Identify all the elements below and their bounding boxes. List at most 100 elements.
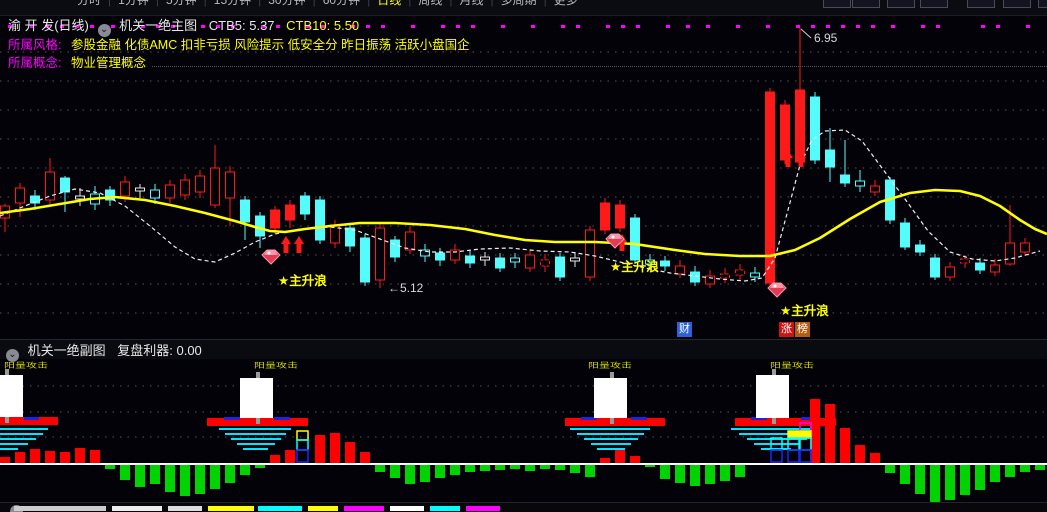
signal-tick <box>381 25 385 28</box>
chevron-down-icon[interactable]: ⌄ <box>6 349 19 362</box>
toolbar-button[interactable] <box>967 0 995 8</box>
candle-body <box>960 258 970 264</box>
hist-bar-up <box>840 428 850 463</box>
candle-body <box>600 202 610 231</box>
toolbar-button[interactable] <box>1003 0 1031 8</box>
toolbar-button[interactable] <box>823 0 851 8</box>
candle-body <box>150 189 160 199</box>
signal-tick <box>871 25 875 28</box>
period-menu-item[interactable]: 分时 <box>77 0 102 7</box>
candle-body <box>660 260 670 267</box>
news-badge[interactable]: 榜 <box>795 322 810 337</box>
hist-bar-up <box>0 457 10 463</box>
signal-white-box <box>0 375 23 417</box>
hist-signal-box <box>787 430 800 439</box>
stock-title: 渝 开 发(日线) <box>8 18 89 33</box>
signal-tick <box>156 25 160 28</box>
hist-bar-down <box>720 465 730 481</box>
indicator-name: 机关一绝主图 <box>119 18 198 33</box>
hist-bar-down <box>1020 465 1030 472</box>
signal-tick <box>441 25 445 28</box>
hist-bar-down <box>180 465 190 496</box>
fan-line <box>570 428 650 430</box>
signal-tick <box>111 25 115 28</box>
style-row: 所属风格: 参股金融 化债AMC 扣非亏损 风险提示 低安全分 昨日振荡 活跃小… <box>8 34 470 53</box>
gem-icon-glint <box>773 284 777 288</box>
toolbar-button[interactable] <box>887 0 915 8</box>
candle-body <box>180 179 190 196</box>
signal-white-box <box>240 378 273 418</box>
signal-tick <box>411 25 415 28</box>
candle-body <box>675 265 685 275</box>
fan-line <box>0 433 43 435</box>
candle-body <box>45 171 55 201</box>
candle-body <box>15 187 25 204</box>
signal-platform-blue <box>801 417 817 420</box>
style-values[interactable]: 参股金融 化债AMC 扣非亏损 风险提示 低安全分 昨日振荡 活跃小盘国企 <box>70 38 470 52</box>
signal-tick <box>141 25 145 28</box>
signal-tick <box>736 25 740 28</box>
period-menu-item[interactable]: 更多 <box>553 0 578 7</box>
period-menu-item[interactable]: 30分钟 <box>268 0 306 7</box>
candle-body <box>825 149 835 168</box>
candle-body <box>345 227 355 247</box>
hist-bar-up <box>615 450 625 463</box>
hist-bar-down <box>210 465 220 489</box>
news-badge[interactable]: 涨 <box>779 322 794 337</box>
ma-line-yellow <box>0 188 1047 258</box>
hist-bar-up <box>315 435 325 463</box>
concept-values[interactable]: 物业管理概念 <box>70 56 146 70</box>
wave-label: ★主升浪 <box>780 304 829 318</box>
hist-bar-down <box>915 465 925 494</box>
hist-bar-down <box>570 465 580 473</box>
signal-tick <box>826 25 830 28</box>
hist-bar-down <box>540 465 550 469</box>
hist-bar-down <box>390 465 400 478</box>
signal-tick <box>456 25 460 28</box>
signal-tick <box>75 25 79 28</box>
candle-body <box>1005 242 1015 265</box>
candle-body <box>585 229 595 278</box>
candle-body <box>360 237 370 283</box>
candle-body <box>765 91 775 284</box>
signal-group-label: 阳量攻击 <box>770 361 814 370</box>
news-badge[interactable]: 财 <box>677 322 692 337</box>
signal-tick <box>796 25 800 28</box>
candle-body <box>780 104 790 161</box>
candle-body <box>135 187 145 192</box>
hist-bar-down <box>960 465 970 495</box>
period-menu-item[interactable]: 周线 <box>418 0 443 7</box>
chevron-down-icon[interactable]: ⌄ <box>97 24 111 37</box>
hist-signal-box <box>296 439 309 451</box>
signal-tick <box>306 25 310 28</box>
signal-tick <box>201 25 205 28</box>
period-menu-item[interactable]: 5分钟 <box>165 0 197 7</box>
fan-line <box>0 443 28 445</box>
hist-bar-down <box>435 465 445 478</box>
hist-signal-box <box>799 449 812 463</box>
toolbar-button[interactable] <box>1038 0 1047 8</box>
signal-tick <box>766 25 770 28</box>
signal-tick <box>171 25 175 28</box>
period-menu-item[interactable]: 日线 <box>377 0 402 7</box>
period-menu-item[interactable]: 60分钟 <box>322 0 361 7</box>
candle-body <box>705 275 715 285</box>
period-menu-item[interactable]: 多周期 <box>500 0 537 7</box>
box-stub <box>772 418 776 424</box>
hist-bar-up <box>825 404 835 463</box>
hist-bar-down <box>375 465 385 472</box>
period-menu-item[interactable]: 1分钟 <box>118 0 149 7</box>
hist-signal-box <box>296 430 309 441</box>
signal-tick <box>841 25 845 28</box>
hist-bar-down <box>105 465 115 469</box>
period-menu-item[interactable]: 月线 <box>459 0 484 7</box>
signal-white-box <box>756 375 789 418</box>
period-menu-item[interactable]: 15分钟 <box>213 0 252 7</box>
toolbar-button[interactable] <box>920 0 948 8</box>
hist-bar-up <box>30 449 40 463</box>
buy-arrow-icon <box>281 236 291 253</box>
candle-body <box>945 266 955 278</box>
toolbar-button[interactable] <box>852 0 880 8</box>
signal-group-label: 阳量攻击 <box>254 361 298 370</box>
